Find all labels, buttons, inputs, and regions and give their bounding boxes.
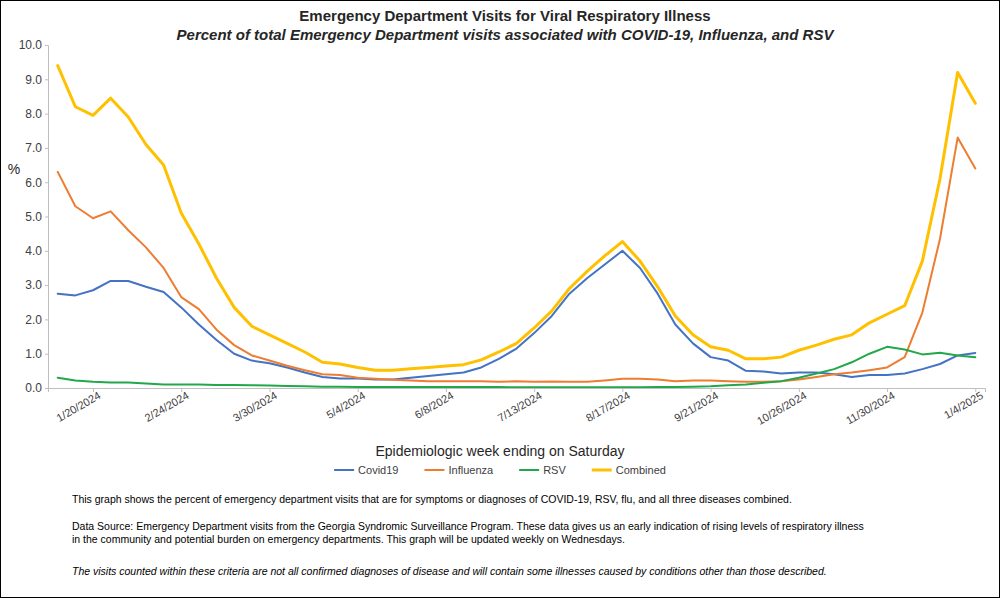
legend-item: Combined <box>592 464 666 476</box>
legend-label: Influenza <box>448 464 494 476</box>
y-tick-mark <box>45 251 48 252</box>
x-tick-label: 11/30/2024 <box>844 389 897 427</box>
note: Data Source: Emergency Department visits… <box>72 520 864 532</box>
y-tick-mark <box>45 148 48 149</box>
legend-swatch <box>592 469 612 472</box>
x-tick-label: 7/13/2024 <box>495 389 543 424</box>
x-tick-label: 10/26/2024 <box>755 389 809 427</box>
x-axis: 1/20/2024 2/24/2024 3/30/2024 5/4/2024 6/8/2… <box>49 388 986 427</box>
x-axis-title: Epidemiologic week ending on Saturday <box>375 443 624 459</box>
y-tick: 4.0 <box>25 244 48 258</box>
x-axis-line <box>49 389 986 393</box>
x-tick-label: 9/21/2024 <box>672 389 720 424</box>
y-tick: 5.0 <box>25 210 48 224</box>
x-tick: 11/30/2024 <box>844 388 897 427</box>
y-tick: 7.0 <box>25 141 48 155</box>
series-line <box>58 66 976 371</box>
y-tick-label: 2.0 <box>25 313 42 327</box>
y-tick: 10.0 <box>19 38 48 52</box>
x-tick: 1/20/2024 <box>54 388 102 424</box>
y-tick: 0.0 <box>25 381 48 395</box>
y-tick: 6.0 <box>25 176 48 190</box>
x-tick: 5/4/2024 <box>324 388 367 421</box>
y-tick-mark <box>45 114 48 115</box>
y-tick-label: 0.0 <box>25 381 42 395</box>
x-tick: 3/30/2024 <box>231 388 279 424</box>
series-line <box>58 251 976 380</box>
title: Emergency Department Visits for Viral Re… <box>299 7 710 24</box>
note: The visits counted within these criteria… <box>72 565 827 577</box>
y-axis: 0.0 1.0 2.0 3.0 4.0 5.0 6.0 7.0 8.0 9.0 10.0 <box>19 38 49 395</box>
y-tick: 3.0 <box>25 278 48 292</box>
subtitle: Percent of total Emergency Department vi… <box>177 26 836 43</box>
legend-item: Covid19 <box>334 464 398 476</box>
x-tick-label: 2/24/2024 <box>143 389 191 424</box>
y-tick-label: 10.0 <box>19 38 43 52</box>
y-tick-label: 8.0 <box>25 107 42 121</box>
y-tick-mark <box>45 319 48 320</box>
x-tick-label: 6/8/2024 <box>412 389 455 421</box>
y-tick-mark <box>45 182 48 183</box>
y-tick: 1.0 <box>25 347 48 361</box>
legend-swatch <box>334 469 354 471</box>
y-tick: 2.0 <box>25 313 48 327</box>
y-tick-label: 9.0 <box>25 73 42 87</box>
x-tick-label: 3/30/2024 <box>231 389 279 424</box>
legend-label: RSV <box>543 464 566 476</box>
y-tick-label: 5.0 <box>25 210 42 224</box>
y-axis-line <box>45 46 49 389</box>
legend-item: Influenza <box>424 464 494 476</box>
y-tick-label: 6.0 <box>25 176 42 190</box>
note: This graph shows the percent of emergenc… <box>72 493 792 505</box>
y-tick-label: 3.0 <box>25 278 42 292</box>
x-tick-label: 1/4/2025 <box>942 389 985 421</box>
y-tick-mark <box>45 217 48 218</box>
y-tick: 9.0 <box>25 73 48 87</box>
x-tick: 9/21/2024 <box>672 388 720 424</box>
legend: Covid19 Influenza RSV Combined <box>334 464 666 476</box>
y-tick-mark <box>45 285 48 286</box>
x-tick: 8/17/2024 <box>584 388 632 424</box>
y-tick-mark <box>45 45 48 46</box>
x-tick: 1/4/2025 <box>942 388 985 421</box>
y-tick-label: 4.0 <box>25 244 42 258</box>
y-tick-mark <box>45 354 48 355</box>
legend-swatch <box>424 469 444 471</box>
legend-label: Covid19 <box>358 464 398 476</box>
x-tick: 2/24/2024 <box>143 388 191 424</box>
series-line <box>58 138 976 382</box>
chart: Emergency Department Visits for Viral Re… <box>0 0 1000 598</box>
y-tick-label: 7.0 <box>25 141 42 155</box>
legend-item: RSV <box>519 464 566 476</box>
plot-area <box>58 66 976 388</box>
note: in the community and potential burden on… <box>72 533 625 545</box>
x-tick-label: 1/20/2024 <box>54 389 102 424</box>
y-tick-mark <box>45 79 48 80</box>
x-tick: 10/26/2024 <box>755 388 809 427</box>
y-tick-mark <box>45 388 48 389</box>
frame <box>1 1 1000 598</box>
x-tick: 7/13/2024 <box>495 388 543 424</box>
series-line <box>58 347 976 387</box>
legend-label: Combined <box>616 464 666 476</box>
y-axis-title: % <box>8 161 20 177</box>
x-tick-label: 5/4/2024 <box>324 389 367 421</box>
y-tick-label: 1.0 <box>25 347 42 361</box>
y-tick: 8.0 <box>25 107 48 121</box>
x-tick: 6/8/2024 <box>412 388 455 421</box>
legend-swatch <box>519 469 539 471</box>
x-tick-label: 8/17/2024 <box>584 389 632 424</box>
